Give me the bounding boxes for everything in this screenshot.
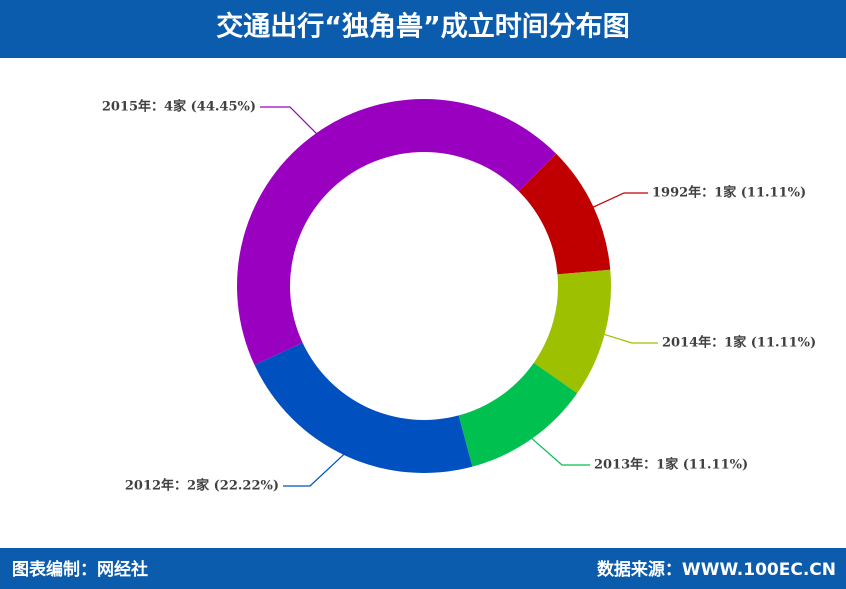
leader-line — [260, 106, 320, 137]
donut-segment — [458, 362, 578, 467]
leader-line — [528, 435, 590, 466]
chart-title: 交通出行“独角兽”成立时间分布图 — [216, 11, 630, 43]
data-label: 2014年：1家 (11.11%) — [662, 335, 816, 351]
data-label: 1992年：1家 (11.11%) — [652, 185, 806, 201]
leader-line — [600, 332, 658, 344]
donut-segment — [533, 269, 611, 394]
footer-band — [0, 548, 846, 589]
leader-line — [283, 451, 348, 487]
leader-line — [589, 192, 648, 210]
data-label: 2012年：2家 (22.22%) — [125, 478, 279, 494]
footer-left: 图表编制：网经社 — [12, 559, 148, 580]
data-label: 2013年：1家 (11.11%) — [594, 457, 748, 473]
data-label: 2015年：4家 (44.45%) — [102, 99, 256, 115]
donut-segment — [254, 342, 473, 474]
donut-segment — [518, 153, 611, 275]
donut-segment — [237, 99, 557, 366]
header-band — [0, 0, 846, 58]
footer-right: 数据来源：WWW.100EC.CN — [597, 559, 836, 580]
